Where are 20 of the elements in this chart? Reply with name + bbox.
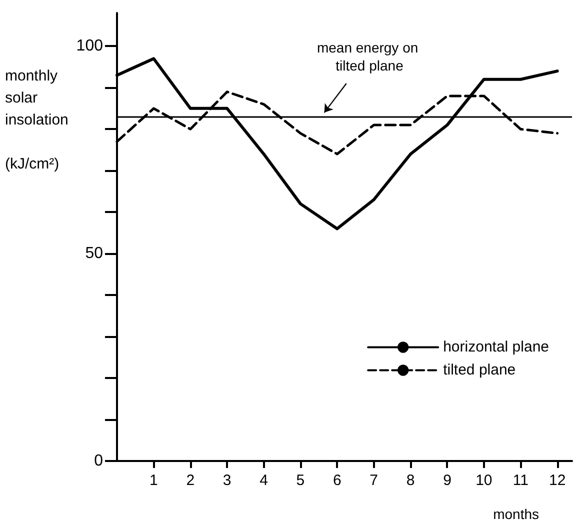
x-tick-label: 2 xyxy=(186,472,195,489)
y-tick-label: 0 xyxy=(94,452,104,470)
x-tick-label: 6 xyxy=(332,472,342,489)
x-tick-label: 9 xyxy=(443,472,452,489)
x-tick-label: 5 xyxy=(296,472,305,489)
x-tick-label: 8 xyxy=(406,472,415,489)
x-tick-label: 3 xyxy=(222,472,232,489)
legend-label: horizontal plane xyxy=(443,338,550,356)
y-tick-label: 50 xyxy=(85,245,104,262)
x-tick-label: 10 xyxy=(476,472,492,489)
ref-line-label: mean energy on tilted plane xyxy=(316,40,422,74)
x-axis-title: months xyxy=(493,506,540,522)
text: monthly solar insolation (kJ/cm²) xyxy=(5,68,68,172)
x-tick-label: 4 xyxy=(260,472,268,489)
x-tick-label: 1 xyxy=(150,472,158,489)
x-tick-label: 12 xyxy=(548,472,566,489)
x-tick-label: 11 xyxy=(512,472,528,489)
x-tick-label: 7 xyxy=(370,472,378,489)
y-tick-label: 100 xyxy=(76,38,104,55)
legend-label: tilted plane xyxy=(443,362,516,379)
